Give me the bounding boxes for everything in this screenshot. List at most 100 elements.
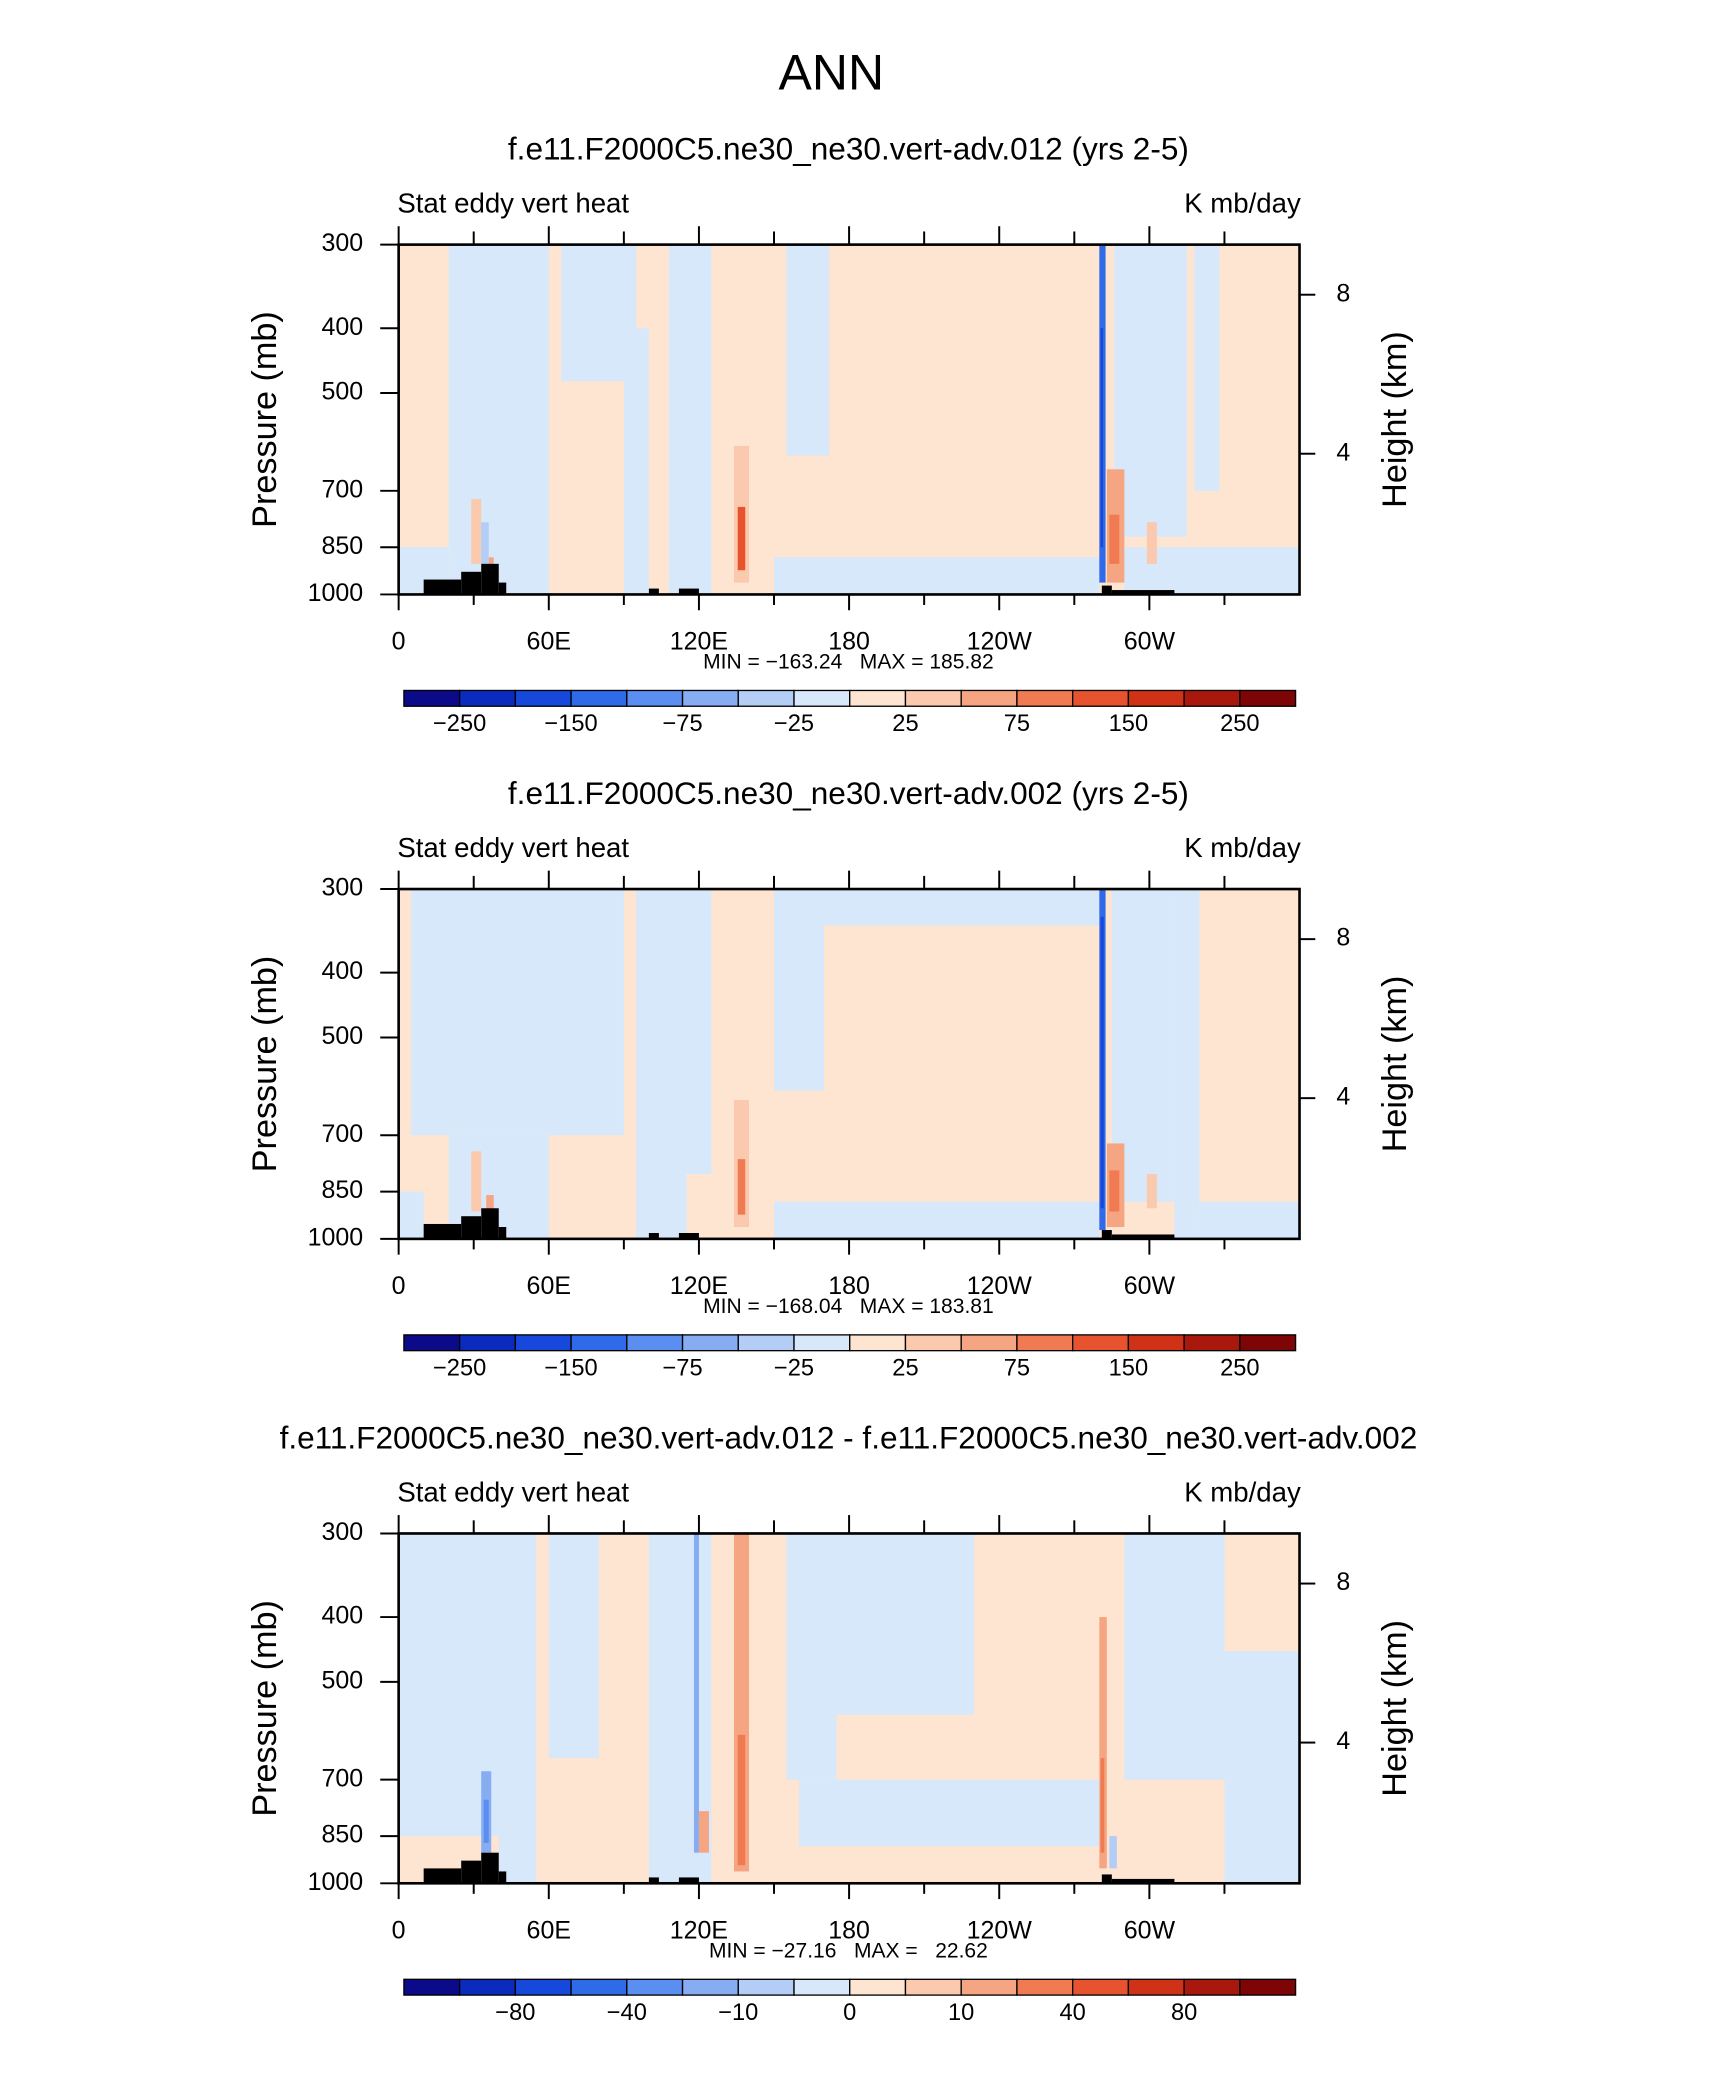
colorbar-box — [681, 1978, 739, 1996]
contour-cell — [1109, 514, 1120, 564]
y-tick-label: 850 — [321, 1821, 363, 1849]
colorbar-box — [737, 689, 795, 707]
colorbar-box — [737, 1334, 795, 1352]
contour-cell — [1100, 916, 1104, 1209]
colorbar-box — [403, 1978, 461, 1996]
terrain — [423, 579, 462, 595]
y-tick-label: 400 — [321, 957, 363, 985]
colorbar-label: 75 — [1004, 711, 1030, 737]
contour-cell — [693, 1533, 699, 1853]
terrain — [461, 1860, 482, 1884]
contour-cell — [1194, 244, 1220, 491]
colorbar-box — [1183, 1978, 1241, 1996]
colorbar-box — [1072, 689, 1130, 707]
contour-cell — [1224, 1651, 1300, 1884]
y-tick-label: 400 — [321, 313, 363, 341]
x-tick-label: 180 — [828, 628, 870, 656]
right-string: K mb/day — [1184, 187, 1301, 218]
colorbar-box — [737, 1978, 795, 1996]
y-tick-label: 850 — [321, 532, 363, 560]
contour-cell — [481, 522, 489, 564]
terrain — [678, 588, 699, 595]
colorbar-label: −10 — [718, 2000, 758, 2026]
colorbar-label: −150 — [544, 711, 597, 737]
colorbar-box — [458, 1978, 517, 1996]
min-max: MIN = −163.24 MAX = 185.82 — [703, 650, 994, 673]
contour-cell — [774, 1201, 1100, 1239]
contour-cell — [411, 889, 624, 1136]
colorbar-box — [514, 689, 572, 707]
colorbar-box — [849, 1978, 907, 1996]
x-tick-label: 60W — [1124, 628, 1176, 656]
x-tick-label: 60W — [1124, 1272, 1176, 1300]
contour-cell — [623, 328, 649, 595]
x-tick-label: 60E — [527, 628, 571, 656]
colorbar-box — [681, 1334, 739, 1352]
x-tick-label: 60W — [1124, 1917, 1176, 1945]
contour-cell — [737, 506, 746, 571]
terrain — [1101, 1874, 1112, 1884]
y-tick-label: 500 — [321, 378, 363, 406]
y2-tick-label: 8 — [1336, 1568, 1350, 1596]
contour-cell — [1109, 1836, 1117, 1869]
colorbar-box — [626, 689, 684, 707]
terrain — [461, 1216, 482, 1239]
y-tick-label: 700 — [321, 475, 363, 503]
colorbar-box — [1127, 1334, 1185, 1352]
contour-cell — [398, 1191, 424, 1239]
terrain — [648, 588, 659, 595]
min-max: MIN = −27.16 MAX = 22.62 — [709, 1939, 988, 1962]
colorbar-box — [1183, 689, 1241, 707]
colorbar-box — [793, 1978, 851, 1996]
colorbar-label: −25 — [774, 1355, 814, 1381]
terrain — [423, 1868, 462, 1884]
colorbar-label: −80 — [495, 2000, 535, 2026]
colorbar-box — [1239, 1978, 1297, 1996]
y-tick-label: 400 — [321, 1602, 363, 1630]
y-tick-label: 1000 — [308, 1868, 364, 1896]
colorbar-box — [403, 689, 461, 707]
contour-cell — [398, 1533, 537, 1884]
colorbar-label: 25 — [892, 711, 918, 737]
x-tick-label: 120W — [967, 1917, 1033, 1945]
colorbar-label: 150 — [1109, 711, 1148, 737]
x-tick-label: 0 — [392, 1917, 406, 1945]
x-tick-label: 180 — [828, 1272, 870, 1300]
panel-title: f.e11.F2000C5.ne30_ne30.vert-adv.012 - f… — [280, 1419, 1418, 1455]
contour-cell — [1100, 328, 1104, 548]
terrain — [498, 582, 507, 595]
contour-cell — [836, 1533, 975, 1715]
colorbar-box — [1016, 689, 1074, 707]
contour-cell — [668, 244, 712, 595]
colorbar-label: −250 — [433, 711, 486, 737]
plot-area — [398, 1533, 1300, 1884]
contour-cell — [1100, 1758, 1105, 1853]
x-tick-label: 60E — [527, 1272, 571, 1300]
colorbar-box — [458, 689, 517, 707]
panel-title: f.e11.F2000C5.ne30_ne30.vert-adv.012 (yr… — [508, 131, 1189, 167]
terrain — [481, 563, 499, 595]
terrain — [498, 1871, 507, 1884]
colorbar-label: 40 — [1059, 2000, 1085, 2026]
colorbar-label: 25 — [892, 1355, 918, 1381]
terrain — [423, 1223, 462, 1239]
left-string: Stat eddy vert heat — [397, 187, 629, 218]
plot-area — [398, 244, 1300, 595]
colorbar-box — [514, 1334, 572, 1352]
right-string: K mb/day — [1184, 1476, 1301, 1507]
contour-cell — [1146, 1174, 1157, 1209]
x-tick-label: 120E — [670, 1272, 728, 1300]
figure-title: ANN — [779, 44, 885, 100]
colorbar-box — [904, 1978, 962, 1996]
colorbar-label: −40 — [607, 2000, 647, 2026]
terrain — [678, 1233, 699, 1239]
y-axis-label: Pressure (mb) — [246, 1600, 284, 1817]
contour-cell — [737, 1159, 746, 1215]
contour-cell — [698, 1811, 709, 1853]
colorbar-box — [1016, 1334, 1074, 1352]
colorbar-label: −250 — [433, 1355, 486, 1381]
y2-tick-label: 4 — [1336, 438, 1350, 466]
terrain — [1111, 1234, 1175, 1239]
colorbar-box — [403, 1334, 461, 1352]
left-string: Stat eddy vert heat — [397, 832, 629, 863]
